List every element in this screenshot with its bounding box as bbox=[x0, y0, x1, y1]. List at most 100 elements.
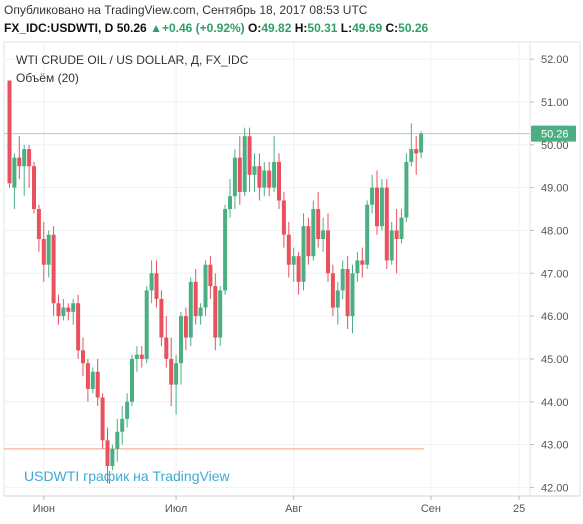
candle-body bbox=[223, 209, 228, 291]
candle bbox=[277, 153, 281, 210]
candle bbox=[355, 251, 360, 282]
candle-body bbox=[32, 166, 36, 210]
candle-body bbox=[110, 448, 115, 467]
candle bbox=[208, 256, 213, 299]
candle-body bbox=[36, 209, 41, 240]
candle-body bbox=[419, 133, 424, 153]
open-label: O: bbox=[248, 21, 262, 35]
x-tick-label: Июн bbox=[33, 503, 55, 515]
candle bbox=[36, 204, 41, 252]
candle bbox=[335, 281, 340, 325]
candle-body bbox=[120, 418, 125, 432]
candle bbox=[389, 221, 394, 265]
candle bbox=[139, 346, 144, 368]
candle bbox=[419, 131, 424, 159]
candle-body bbox=[350, 273, 355, 317]
candle-body bbox=[66, 307, 71, 312]
candle bbox=[257, 153, 262, 201]
candle bbox=[198, 303, 203, 325]
y-tick-label: 48.00 bbox=[541, 225, 569, 237]
watermark-link[interactable]: USDWTI график на TradingView bbox=[24, 468, 230, 484]
candle-body bbox=[306, 226, 311, 257]
candle bbox=[179, 311, 183, 385]
candle bbox=[281, 191, 286, 248]
high-value: 50.31 bbox=[307, 21, 338, 35]
candle-body bbox=[115, 431, 120, 449]
candle-body bbox=[384, 187, 389, 261]
candle-body bbox=[203, 264, 208, 308]
candle bbox=[384, 179, 389, 269]
candle bbox=[252, 153, 257, 192]
y-tick-label: 52.00 bbox=[541, 54, 569, 66]
candle bbox=[27, 144, 32, 188]
candle-body bbox=[414, 149, 419, 154]
candle-body bbox=[125, 401, 130, 419]
candle-body bbox=[301, 226, 306, 282]
candle bbox=[159, 290, 164, 347]
candle-body bbox=[232, 157, 237, 197]
candle-body bbox=[169, 358, 174, 385]
candle-body bbox=[365, 204, 370, 265]
candle-body bbox=[340, 269, 345, 291]
open-value: 49.82 bbox=[261, 21, 292, 35]
candle bbox=[409, 123, 414, 167]
candle-body bbox=[46, 234, 51, 265]
candle bbox=[164, 316, 169, 368]
x-tick-label: Авг bbox=[285, 503, 302, 515]
candle bbox=[169, 337, 174, 407]
candle-body bbox=[95, 371, 100, 398]
last-price-badge-bg bbox=[531, 125, 576, 142]
low-value: 49.69 bbox=[352, 21, 383, 35]
y-tick-label: 43.00 bbox=[541, 440, 569, 452]
candle-body bbox=[326, 230, 330, 274]
candle bbox=[110, 444, 115, 471]
candle-body bbox=[247, 136, 252, 175]
candle bbox=[95, 358, 100, 407]
change-value: +0.46 (+0.92%) bbox=[161, 21, 245, 35]
y-tick-label: 46.00 bbox=[541, 311, 569, 323]
grid bbox=[4, 42, 530, 496]
y-tick-label: 42.00 bbox=[541, 482, 569, 494]
candle bbox=[370, 174, 375, 214]
candle-body bbox=[321, 230, 326, 240]
candle-body bbox=[17, 157, 22, 167]
candle-body bbox=[105, 440, 110, 467]
published-info: Опубликовано на TradingView.com, Сентябр… bbox=[4, 3, 368, 17]
candle-body bbox=[81, 350, 85, 364]
candle bbox=[81, 337, 85, 377]
candle bbox=[379, 179, 384, 231]
candle bbox=[286, 221, 291, 278]
candle-body bbox=[12, 157, 17, 188]
candle-body bbox=[76, 303, 81, 351]
candle-body bbox=[404, 161, 409, 218]
candle-body bbox=[379, 187, 384, 227]
candle bbox=[193, 269, 198, 325]
candle-body bbox=[71, 303, 76, 312]
candle-body bbox=[228, 196, 232, 210]
candle-body bbox=[296, 256, 301, 282]
x-tick-label: Июл bbox=[165, 503, 187, 515]
close-value: 50.26 bbox=[398, 21, 429, 35]
candle bbox=[330, 264, 335, 317]
candle-body bbox=[218, 290, 223, 338]
candle-body bbox=[193, 281, 198, 317]
candle-body bbox=[330, 273, 335, 308]
candle-body bbox=[272, 161, 277, 188]
candle-body bbox=[174, 363, 179, 385]
candle-body bbox=[355, 260, 360, 274]
candle bbox=[350, 264, 355, 334]
candle-body bbox=[291, 256, 296, 265]
chart-title: WTI CRUDE OIL / US DOLLAR, Д, FX_IDC bbox=[16, 53, 249, 67]
candle-body bbox=[139, 354, 144, 359]
candle-body bbox=[51, 234, 56, 304]
candle bbox=[17, 136, 22, 180]
candle bbox=[130, 354, 134, 407]
candle-body bbox=[213, 286, 218, 338]
candle bbox=[242, 127, 247, 197]
candle-body bbox=[149, 273, 154, 291]
candle-body bbox=[27, 149, 32, 167]
candle bbox=[291, 247, 296, 282]
candle bbox=[345, 256, 350, 329]
candle bbox=[105, 427, 110, 484]
